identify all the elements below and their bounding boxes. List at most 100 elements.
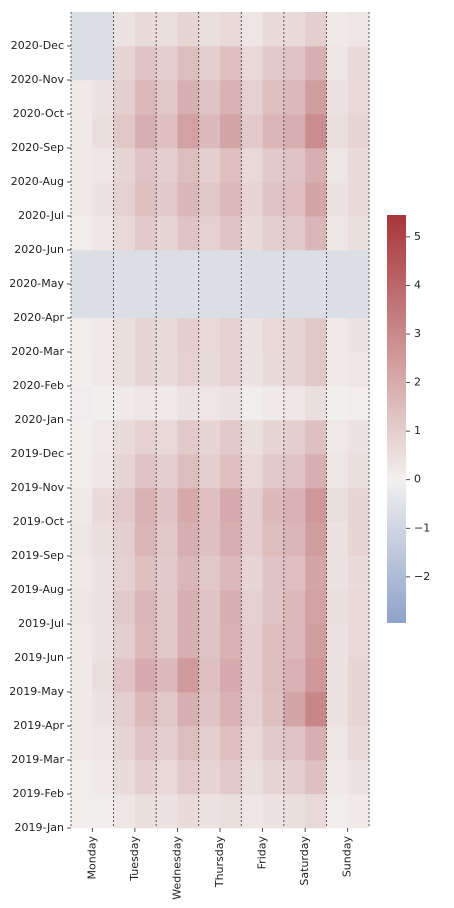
cell [177, 760, 200, 795]
x-tick-label: Tuesday [128, 836, 141, 882]
y-tick-label: 2019-Jul [18, 617, 64, 630]
masked-cell [283, 250, 306, 285]
cell [156, 556, 178, 591]
cell [347, 624, 370, 659]
cell [220, 590, 242, 625]
cell [198, 114, 221, 149]
cell [283, 590, 306, 625]
cell [198, 80, 221, 115]
cell [198, 590, 221, 625]
cell [305, 114, 327, 149]
cell [177, 80, 200, 115]
cell [92, 216, 114, 251]
cell [113, 794, 136, 829]
cell [326, 488, 349, 523]
cell [262, 726, 285, 761]
cell [113, 114, 136, 149]
cell [347, 182, 370, 217]
cell [71, 522, 93, 557]
cell [92, 658, 114, 693]
cell [262, 80, 285, 115]
cell [326, 80, 349, 115]
cell [177, 12, 200, 47]
cell [113, 726, 136, 761]
cell [347, 522, 370, 557]
y-tick-label: 2020-May [9, 277, 64, 290]
cell [177, 556, 200, 591]
cell [283, 12, 306, 47]
cell [241, 318, 263, 353]
x-tick-label: Monday [85, 836, 98, 880]
cell [113, 352, 136, 387]
cell [241, 12, 263, 47]
cell [283, 216, 306, 251]
cell [71, 420, 93, 455]
cell [347, 454, 370, 489]
cell [92, 488, 114, 523]
cell [241, 760, 263, 795]
cell [113, 658, 136, 693]
cell [220, 216, 242, 251]
y-tick-label: 2019-Sep [11, 549, 64, 562]
cell [113, 624, 136, 659]
cell [283, 420, 306, 455]
cell [134, 522, 157, 557]
cell [71, 658, 93, 693]
cell [283, 318, 306, 353]
cell [326, 420, 349, 455]
cell [177, 522, 200, 557]
x-tick-label: Saturday [298, 836, 311, 886]
cell [156, 794, 178, 829]
cell [347, 114, 370, 149]
cell [262, 420, 285, 455]
cell [71, 624, 93, 659]
y-tick-label: 2020-Nov [11, 73, 65, 86]
cell [92, 318, 114, 353]
masked-cell [305, 250, 327, 285]
cell [156, 624, 178, 659]
cell [220, 454, 242, 489]
cell [198, 318, 221, 353]
masked-cell [198, 250, 221, 285]
colorbar [387, 215, 406, 623]
cell [198, 216, 221, 251]
colorbar-tick-label: −1 [414, 521, 430, 534]
masked-cell [92, 12, 114, 47]
cell [305, 318, 327, 353]
cell [241, 216, 263, 251]
x-tick-label: Thursday [213, 836, 226, 889]
masked-cell [347, 250, 370, 285]
cell [241, 556, 263, 591]
cell [156, 182, 178, 217]
cell [241, 522, 263, 557]
cell [241, 726, 263, 761]
cell [177, 148, 200, 183]
cell [156, 522, 178, 557]
cell [92, 80, 114, 115]
cell [71, 318, 93, 353]
x-tick-label: Sunday [341, 836, 354, 878]
cell [156, 760, 178, 795]
cell [177, 352, 200, 387]
cell [220, 522, 242, 557]
cell [71, 114, 93, 149]
masked-cell [198, 284, 221, 319]
cell [113, 182, 136, 217]
cell [71, 182, 93, 217]
cell [305, 624, 327, 659]
cell [198, 794, 221, 829]
cell [92, 148, 114, 183]
cell [134, 726, 157, 761]
cell [305, 386, 327, 421]
cell [283, 386, 306, 421]
cell [92, 522, 114, 557]
cell [92, 386, 114, 421]
cell [71, 488, 93, 523]
cell [92, 556, 114, 591]
cell [92, 454, 114, 489]
cell [347, 318, 370, 353]
cell [71, 726, 93, 761]
cell [220, 658, 242, 693]
cell [305, 46, 327, 81]
